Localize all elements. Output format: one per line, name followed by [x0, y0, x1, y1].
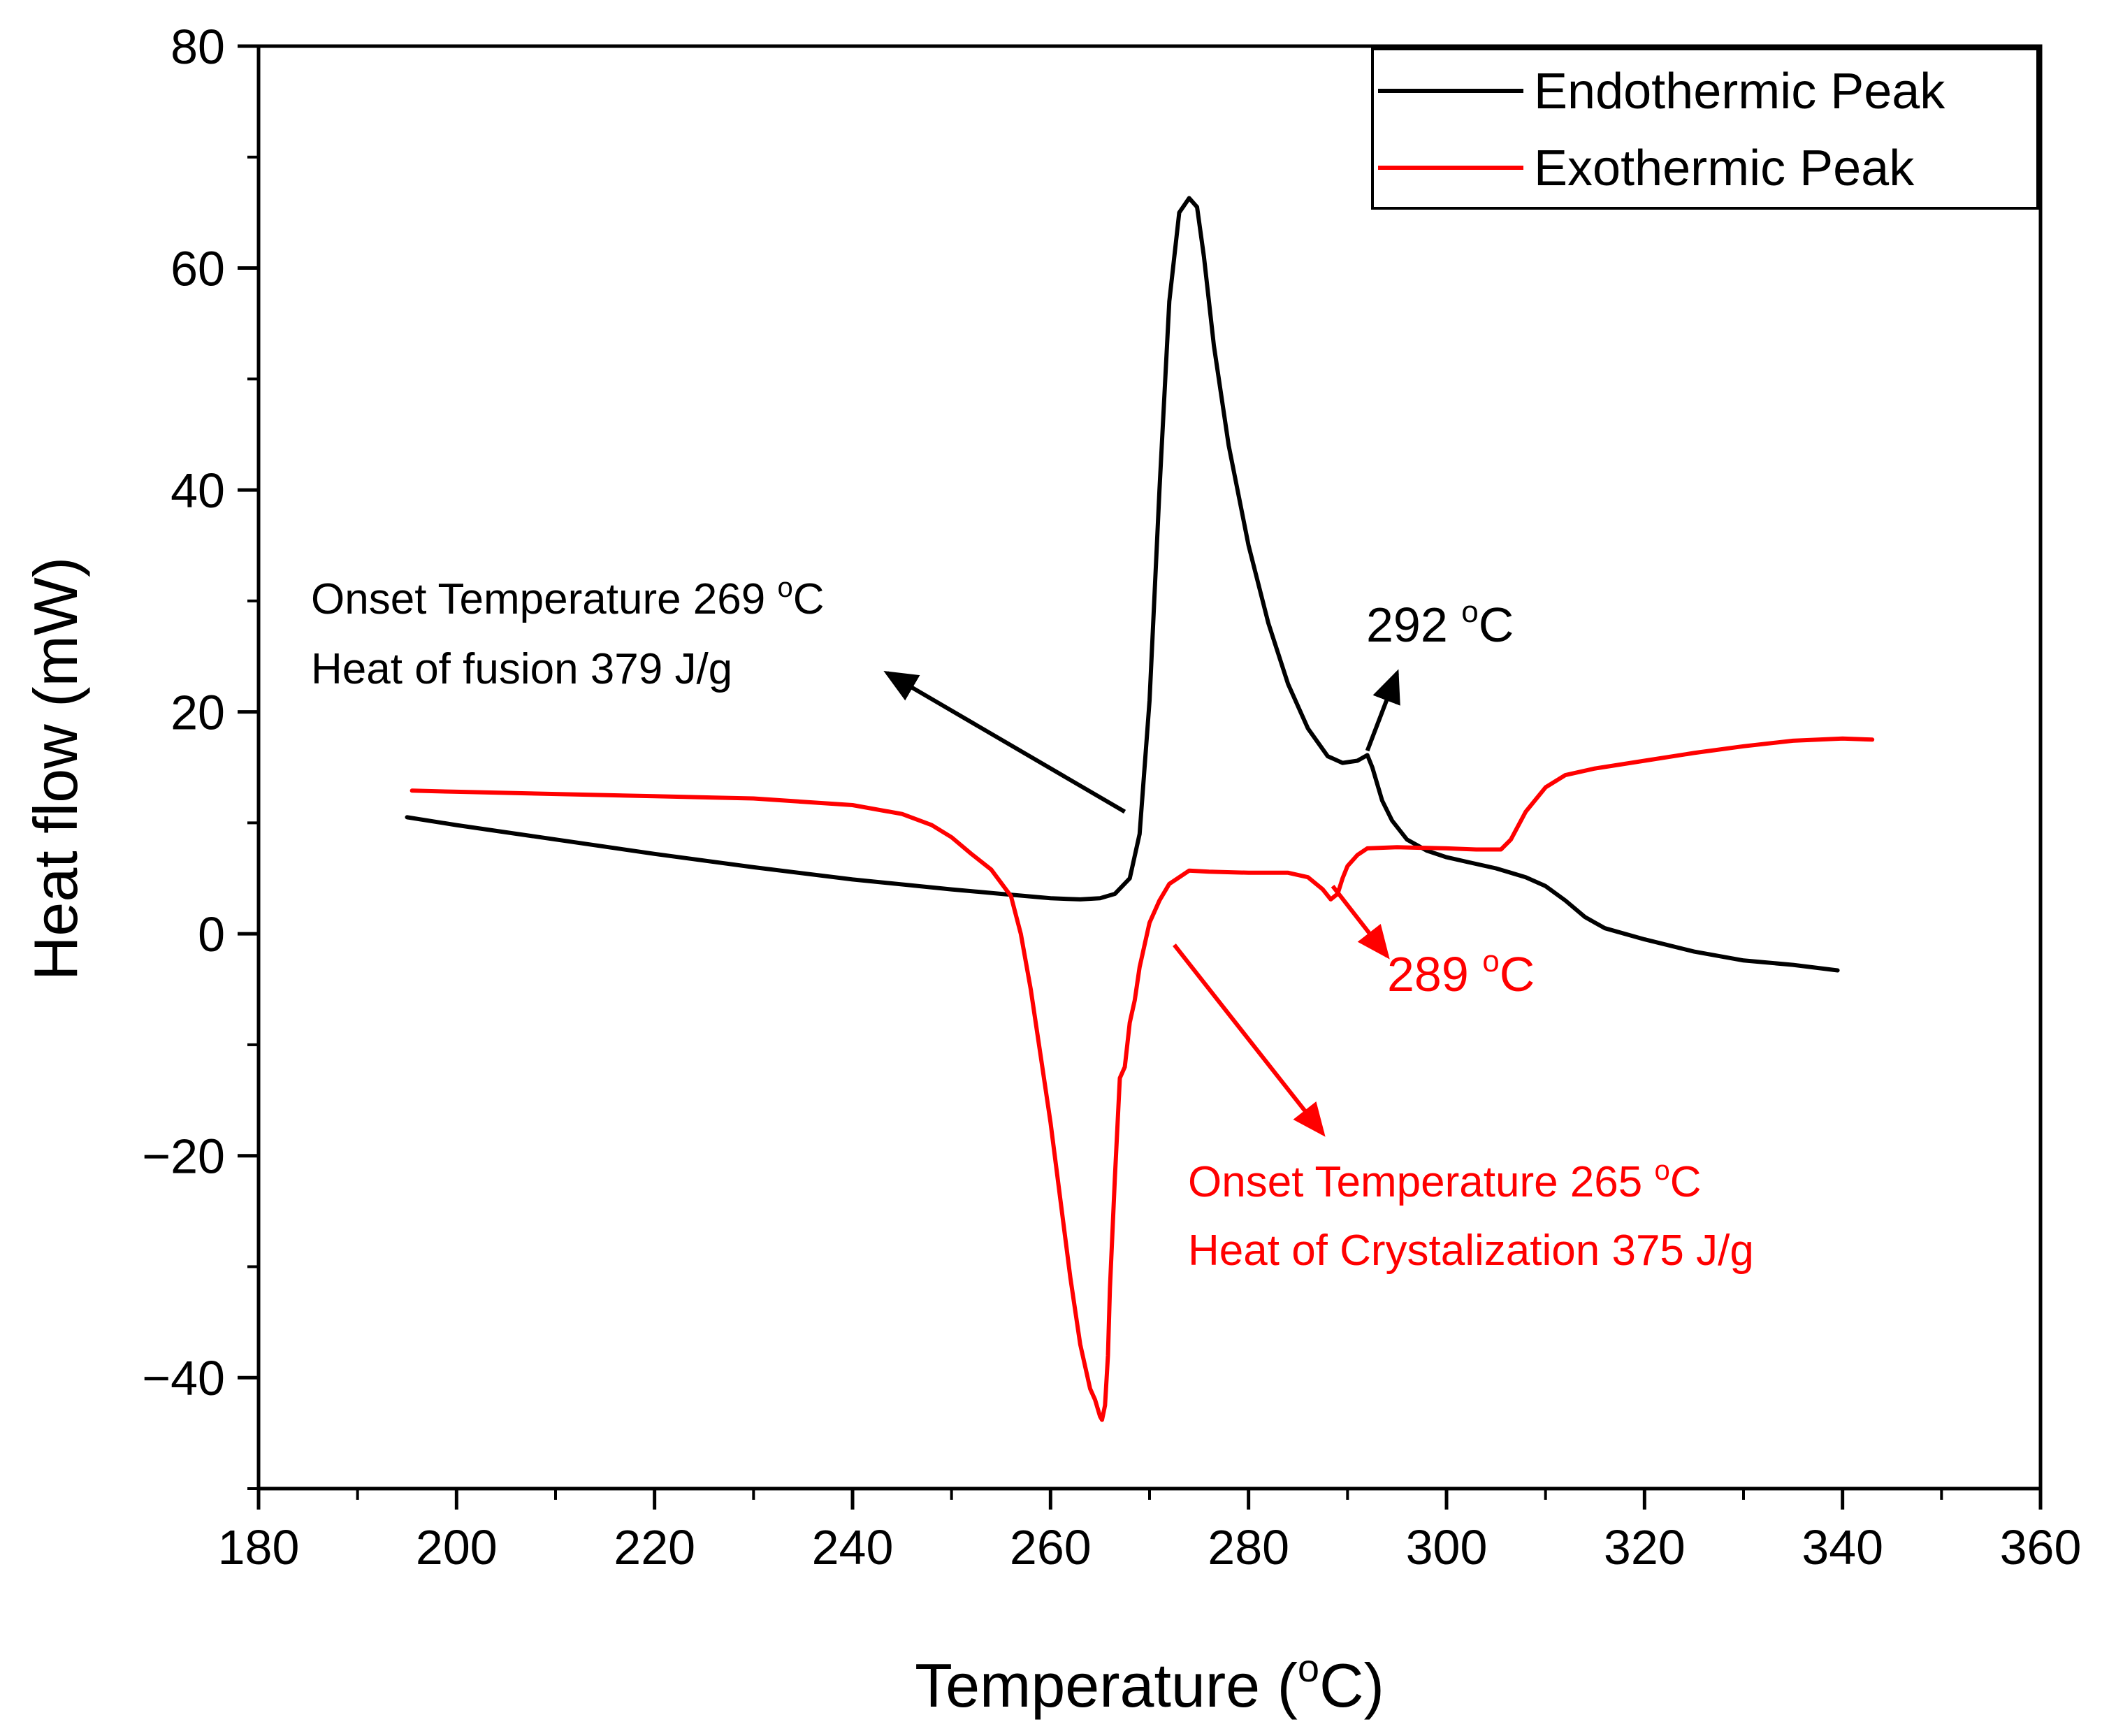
- endo-onset-text-line2: Heat of fusion 379 J/g: [311, 645, 732, 693]
- y-tick-label: 60: [171, 242, 225, 296]
- x-tick-label: 300: [1406, 1520, 1488, 1575]
- x-tick-label: 200: [416, 1520, 498, 1575]
- x-tick-label: 360: [2000, 1520, 2082, 1575]
- y-tick-label: −40: [142, 1351, 225, 1405]
- series-line-endothermic: [405, 196, 1840, 973]
- endo-292-label: 292 oC: [1366, 595, 1514, 652]
- y-tick-label: 0: [198, 907, 225, 962]
- exo-289-label: 289 oC: [1387, 944, 1535, 1001]
- x-tick-label: 260: [1010, 1520, 1092, 1575]
- endo-292-arrow: [1365, 669, 1400, 752]
- endo-onset-text-line1: Onset Temperature 269 oC: [311, 572, 825, 623]
- x-tick-label: 240: [812, 1520, 894, 1575]
- legend-label-exothermic: Exothermic Peak: [1534, 140, 1915, 196]
- ticks-layer: [238, 44, 2043, 1510]
- x-tick-label: 320: [1604, 1520, 1686, 1575]
- tick-labels: 180 200 220 240 260 280 300 320 340 360 −40 −20 0 20 4…: [142, 20, 2081, 1575]
- y-axis-title: Heat flow (mW): [21, 557, 90, 981]
- legend-label-endothermic: Endothermic Peak: [1534, 64, 1945, 120]
- y-tick-label: 40: [171, 463, 225, 518]
- exo-onset-text-line1: Onset Temperature 265 oC: [1188, 1155, 1702, 1206]
- legend: Endothermic Peak Exothermic Peak: [1371, 48, 2039, 210]
- y-tick-label: 20: [171, 686, 225, 740]
- exo-onset-arrow: [1173, 943, 1326, 1137]
- series-line-exothermic: [410, 736, 1875, 1422]
- plot-frame: [256, 44, 2043, 1491]
- x-tick-label: 220: [614, 1520, 695, 1575]
- x-axis-title: Temperature (oC): [915, 1646, 1384, 1720]
- x-tick-label: 180: [218, 1520, 300, 1575]
- x-tick-label: 340: [1802, 1520, 1883, 1575]
- legend-box: [1371, 48, 2039, 210]
- x-tick-label: 280: [1208, 1520, 1289, 1575]
- endo-onset-arrow: [883, 671, 1126, 814]
- exo-289-arrow: [1331, 885, 1390, 960]
- y-tick-label: 80: [171, 20, 225, 74]
- series-layer: [405, 196, 1875, 1422]
- annotations-layer: Onset Temperature 269 oC Heat of fusion …: [311, 572, 1754, 1275]
- y-tick-label: −20: [142, 1129, 225, 1184]
- exo-onset-text-line2: Heat of Crystalization 375 J/g: [1188, 1227, 1754, 1275]
